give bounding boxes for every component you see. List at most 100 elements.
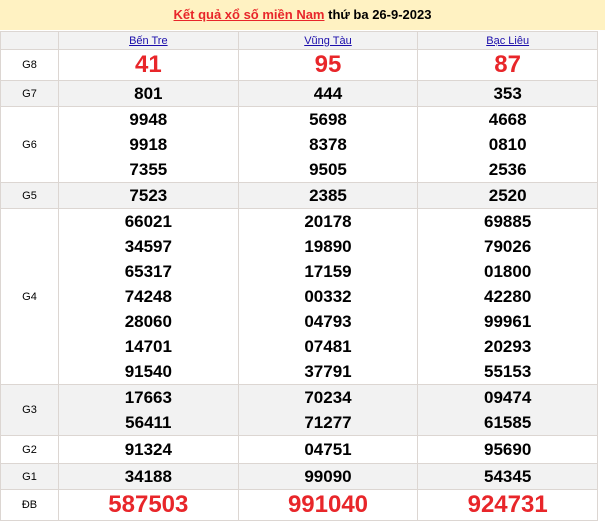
prize-number: 99961 [484,312,532,331]
prize-cell: 91324 [58,435,239,464]
prize-label: G3 [0,384,59,436]
prize-cell: 66021 34597 65317 74248 28060 14701 91540 [58,208,239,385]
prize-number: 34597 [124,237,172,256]
prize-cell: 20178 19890 17159 00332 04793 07481 37791 [237,208,419,385]
prize-cell: 99090 [237,463,419,490]
prize-cell: 991040 [237,489,419,521]
prize-number: 91540 [124,362,172,381]
prize-number: 8378 [309,135,347,154]
prize-cell: 5698 8378 9505 [237,106,419,183]
prize-cell: 41 [58,49,239,81]
prize-number: 2520 [488,186,527,205]
prize-number: 924731 [467,491,548,518]
prize-number: 5698 [309,110,347,129]
prize-cell: 95 [237,49,419,81]
prize-number: 55153 [484,362,532,381]
prize-number: 87 [494,51,521,78]
prize-row-g6: G6 9948 9918 7355 5698 8378 9505 4668 0810 2536 [0,106,598,183]
prize-row-g8: G8 41 95 87 [0,49,598,81]
prize-cell: 353 [417,80,598,107]
prize-number: 61585 [484,413,532,432]
prize-number: 4668 [488,110,527,129]
prize-number: 79026 [484,237,532,256]
prize-cell: 70234 71277 [237,384,419,436]
prize-cell: 87 [417,49,598,81]
prize-number: 41 [134,51,162,78]
prize-number: 2536 [488,160,527,179]
header-empty [0,31,59,50]
prize-number: 0810 [488,135,527,154]
province-link-vung-tau[interactable]: Vũng Tàu [304,34,352,47]
header-row: Bến Tre Vũng Tàu Bạc Liêu [0,31,598,50]
results-table: Bến Tre Vũng Tàu Bạc Liêu G8 41 95 87 G7 801 4… [0,31,598,521]
prize-row-đb: ĐB 587503 991040 924731 [0,489,598,521]
prize-row-g2: G2 91324 04751 95690 [0,435,598,464]
prize-number: 7355 [129,160,168,179]
page-title: Kết quả xổ số miền Nam thứ ba 26-9-2023 [0,0,605,30]
prize-number: 09474 [484,388,532,407]
prize-cell: 7523 [58,182,239,209]
prize-number: 19890 [304,237,352,256]
province-link-bac-lieu[interactable]: Bạc Liêu [486,34,530,47]
prize-cell: 4668 0810 2536 [417,106,598,183]
prize-row-g7: G7 801 444 353 [0,80,598,107]
prize-cell: 9948 9918 7355 [58,106,239,183]
prize-number: 66021 [124,212,172,231]
prize-label: ĐB [0,489,59,521]
prize-number: 71277 [304,413,352,432]
results-link[interactable]: Kết quả xổ số miền Nam [173,7,325,22]
prize-row-g3: G3 17663 56411 70234 71277 09474 61585 [0,384,598,436]
prize-number: 95 [314,51,342,78]
prize-cell: 587503 [58,489,239,521]
prize-cell: 04751 [237,435,419,464]
prize-number: 07481 [304,337,352,356]
prize-number: 00332 [304,287,352,306]
prize-cell: 09474 61585 [417,384,598,436]
province-header: Vũng Tàu [237,31,419,50]
prize-number: 74248 [124,287,172,306]
prize-label: G2 [0,435,59,464]
prize-number: 01800 [484,262,532,281]
prize-number: 9948 [129,110,168,129]
prize-label: G7 [0,80,59,107]
prize-row-g1: G1 34188 99090 54345 [0,463,598,490]
prize-label: G1 [0,463,59,490]
prize-number: 42280 [484,287,532,306]
prize-label: G8 [0,49,59,81]
prize-number: 70234 [304,388,352,407]
prize-number: 91324 [124,440,172,459]
prize-number: 444 [313,84,343,103]
province-header: Bạc Liêu [417,31,598,50]
prize-number: 991040 [287,491,369,518]
prize-number: 587503 [108,491,189,518]
prize-number: 9918 [129,135,168,154]
prize-cell: 2520 [417,182,598,209]
prize-number: 99090 [304,467,352,486]
prize-number: 17663 [124,388,172,407]
prize-number: 37791 [304,362,352,381]
prize-number: 04793 [304,312,352,331]
prize-number: 69885 [484,212,532,231]
prize-number: 20293 [484,337,532,356]
prize-number: 2385 [309,186,347,205]
prize-number: 7523 [129,186,168,205]
prize-cell: 924731 [417,489,598,521]
prize-cell: 444 [237,80,419,107]
prize-number: 04751 [304,440,352,459]
prize-cell: 2385 [237,182,419,209]
draw-date: thứ ba 26-9-2023 [328,7,432,22]
prize-cell: 801 [58,80,239,107]
prize-cell: 34188 [58,463,239,490]
prize-number: 17159 [304,262,352,281]
prize-number: 34188 [124,467,172,486]
prize-label: G4 [0,208,59,385]
prize-number: 28060 [124,312,172,331]
prize-number: 20178 [304,212,352,231]
prize-number: 95690 [484,440,532,459]
prize-number: 353 [493,84,522,103]
province-link-ben-tre[interactable]: Bến Tre [129,34,168,47]
prize-cell: 17663 56411 [58,384,239,436]
prize-cell: 95690 [417,435,598,464]
prize-number: 801 [134,84,163,103]
prize-row-g4: G4 66021 34597 65317 74248 28060 14701 91540 201… [0,208,598,385]
